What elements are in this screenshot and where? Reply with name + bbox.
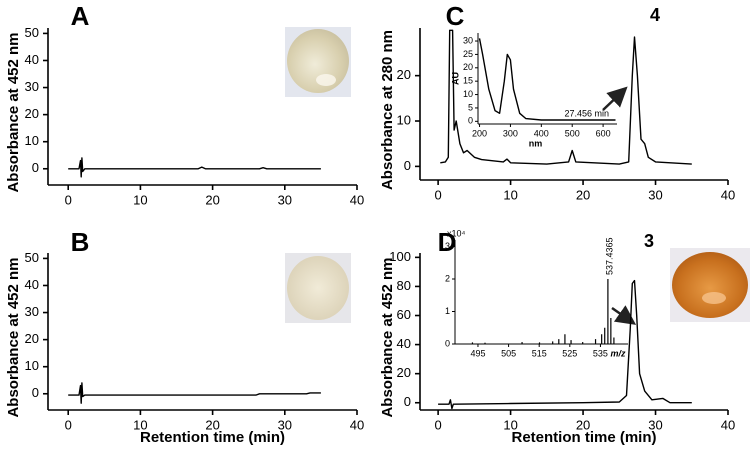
y-axis-title: Absorbance at 452 nm	[5, 32, 22, 192]
x-tick-label: 30	[648, 417, 662, 432]
x-tick-label: 40	[721, 187, 735, 202]
y-axis-title: Absorbance at 452 nm	[379, 257, 396, 417]
y-tick-label: 30	[25, 79, 39, 94]
y-tick-label: 0	[468, 116, 473, 126]
y-tick-label: 40	[397, 336, 411, 351]
inset-x-title: nm	[529, 138, 543, 148]
peak-label: 4	[650, 5, 660, 25]
y-tick-label: 30	[25, 304, 39, 319]
inset-y-title: x10⁴	[447, 228, 466, 238]
x-tick-label: 40	[350, 192, 364, 207]
panel-label: A	[71, 1, 90, 31]
y-tick-label: 10	[25, 358, 39, 373]
x-tick-label: 500	[565, 128, 580, 138]
y-tick-label: 5	[468, 102, 473, 112]
inset-annotation: 27.456 min	[564, 108, 609, 118]
y-tick-label: 10	[25, 133, 39, 148]
trace	[68, 157, 321, 178]
panel-label: C	[446, 1, 465, 31]
y-tick-label: 20	[397, 365, 411, 380]
y-tick-label: 60	[397, 307, 411, 322]
x-tick-label: 30	[278, 417, 292, 432]
trace	[68, 382, 321, 404]
x-tick-label: 20	[576, 417, 590, 432]
peak-label: 3	[644, 231, 654, 251]
x-tick-label: 10	[133, 417, 147, 432]
x-tick-label: 600	[596, 128, 611, 138]
x-tick-label: 20	[205, 192, 219, 207]
y-tick-label: 50	[25, 25, 39, 40]
x-tick-label: 525	[562, 348, 577, 358]
panel-label: B	[71, 227, 90, 257]
y-tick-label: 3	[445, 241, 450, 251]
y-tick-label: 0	[32, 160, 39, 175]
inset-y-title: AU	[450, 72, 460, 85]
y-tick-label: 80	[397, 278, 411, 293]
x-tick-label: 0	[435, 187, 442, 202]
x-tick-label: 20	[576, 187, 590, 202]
y-tick-label: 0	[404, 394, 411, 409]
y-tick-label: 20	[463, 62, 473, 72]
x-tick-label: 0	[65, 417, 72, 432]
x-tick-label: 300	[503, 128, 518, 138]
y-tick-label: 40	[25, 52, 39, 67]
x-tick-label: 515	[532, 348, 547, 358]
y-tick-label: 20	[25, 106, 39, 121]
x-tick-label: 20	[205, 417, 219, 432]
arrow	[602, 86, 628, 111]
photo-a	[285, 27, 351, 97]
panel-label: D	[438, 227, 457, 257]
y-tick-label: 50	[25, 250, 39, 265]
y-axis-title: Absorbance at 280 nm	[379, 30, 396, 190]
x-tick-label: 495	[470, 348, 485, 358]
trace	[440, 29, 692, 165]
y-tick-label: 0	[32, 385, 39, 400]
photo-d	[670, 248, 750, 322]
photo-b	[285, 253, 351, 323]
x-tick-label: 10	[503, 417, 517, 432]
x-tick-label: 10	[503, 187, 517, 202]
y-tick-label: 40	[25, 277, 39, 292]
y-tick-label: 2	[445, 273, 450, 283]
y-axis-title: Absorbance at 452 nm	[5, 257, 22, 417]
y-tick-label: 0	[404, 158, 411, 173]
y-tick-label: 15	[463, 76, 473, 86]
x-tick-label: 0	[435, 417, 442, 432]
y-tick-label: 1	[445, 306, 450, 316]
x-tick-label: 30	[278, 192, 292, 207]
x-tick-label: 40	[721, 417, 735, 432]
x-axis-title: Retention time (min)	[140, 429, 285, 446]
inset-x-title: m/z	[610, 348, 626, 358]
trace	[438, 279, 692, 410]
y-tick-label: 20	[397, 67, 411, 82]
x-tick-label: 10	[133, 192, 147, 207]
y-tick-label: 10	[397, 112, 411, 127]
y-tick-label: 0	[445, 338, 450, 348]
y-tick-label: 10	[463, 89, 473, 99]
x-tick-label: 0	[65, 192, 72, 207]
x-tick-label: 535	[593, 348, 608, 358]
trace	[478, 38, 616, 121]
y-tick-label: 30	[463, 35, 473, 45]
x-tick-label: 30	[648, 187, 662, 202]
x-tick-label: 40	[350, 417, 364, 432]
y-tick-label: 20	[25, 331, 39, 346]
peak-mz-label: 537.4365	[604, 237, 614, 275]
y-tick-label: 25	[463, 49, 473, 59]
x-axis-title: Retention time (min)	[512, 429, 657, 446]
x-tick-label: 400	[534, 128, 549, 138]
x-tick-label: 505	[501, 348, 516, 358]
x-tick-label: 200	[472, 128, 487, 138]
y-tick-label: 100	[389, 249, 411, 264]
arrow	[611, 305, 637, 325]
